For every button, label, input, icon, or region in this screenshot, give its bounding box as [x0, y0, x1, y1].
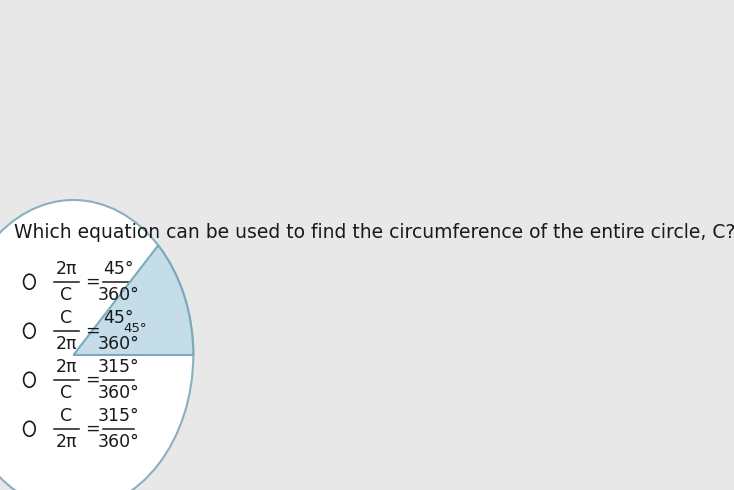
Text: 315°: 315°	[98, 407, 139, 425]
Text: C: C	[60, 309, 73, 327]
Text: 2π: 2π	[56, 433, 77, 451]
Text: 2π: 2π	[56, 358, 77, 376]
Text: 360°: 360°	[98, 286, 139, 304]
Text: 315°: 315°	[98, 358, 139, 376]
Text: =: =	[85, 371, 100, 389]
Text: 45°: 45°	[103, 309, 134, 327]
Text: 45°: 45°	[123, 322, 147, 335]
Text: C: C	[60, 407, 73, 425]
Wedge shape	[73, 245, 193, 355]
Text: 45°: 45°	[103, 260, 134, 278]
Text: 360°: 360°	[98, 335, 139, 353]
Text: Which equation can be used to find the circumference of the entire circle, C?: Which equation can be used to find the c…	[14, 223, 734, 242]
Text: C: C	[60, 384, 73, 402]
Text: C: C	[60, 286, 73, 304]
Text: =: =	[85, 420, 100, 438]
Text: 360°: 360°	[98, 384, 139, 402]
Text: 2π: 2π	[56, 260, 77, 278]
Text: =: =	[85, 322, 100, 340]
Text: =: =	[85, 273, 100, 291]
Text: 2π: 2π	[56, 335, 77, 353]
Text: 360°: 360°	[98, 433, 139, 451]
Circle shape	[0, 200, 193, 490]
